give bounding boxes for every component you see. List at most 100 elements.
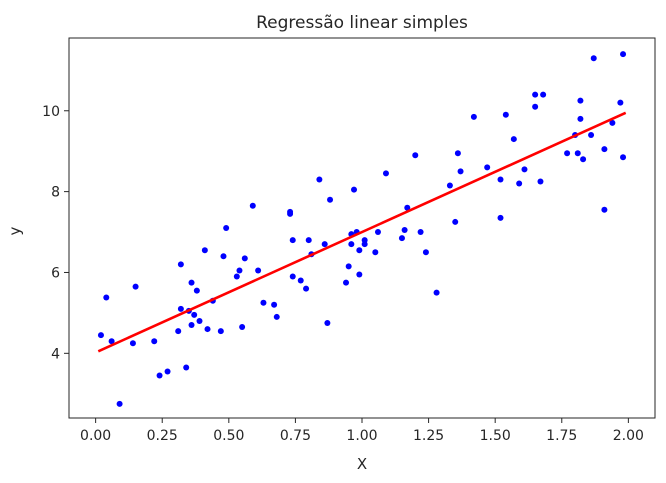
data-point (287, 208, 294, 215)
data-point (297, 277, 304, 284)
data-point (497, 214, 504, 221)
x-tick-label: 1.75 (546, 428, 577, 444)
data-point (502, 111, 509, 118)
x-tick-label: 0.50 (213, 428, 244, 444)
data-point (398, 235, 405, 242)
data-point (497, 176, 504, 183)
data-point (249, 202, 256, 209)
x-tick-label: 2.00 (613, 428, 644, 444)
data-point (382, 170, 389, 177)
data-point (356, 271, 363, 278)
data-point (164, 368, 171, 375)
chart-title: Regressão linear simples (256, 13, 468, 33)
data-point (620, 154, 627, 161)
data-point (116, 400, 123, 407)
data-point (132, 283, 139, 290)
data-point (577, 97, 584, 104)
data-point (108, 338, 115, 345)
data-point (193, 287, 200, 294)
data-point (540, 91, 547, 98)
data-point (273, 313, 280, 320)
data-point (289, 237, 296, 244)
data-point (356, 247, 363, 254)
y-tick-label: 10 (42, 104, 60, 120)
data-point (97, 332, 104, 339)
data-point (191, 311, 198, 318)
data-point (241, 255, 248, 262)
data-point (620, 51, 627, 58)
data-point (345, 263, 352, 270)
data-point (580, 156, 587, 163)
x-tick-label: 1.50 (480, 428, 511, 444)
data-point (324, 320, 331, 326)
x-tick-label: 1.00 (346, 428, 377, 444)
y-tick-label: 4 (51, 346, 60, 362)
data-point (537, 178, 544, 185)
x-tick-label: 1.25 (413, 428, 444, 444)
data-point (289, 273, 296, 280)
data-point (305, 237, 312, 244)
data-point (327, 196, 334, 203)
data-point (574, 150, 581, 157)
data-point (260, 299, 267, 306)
x-tick-label: 0.00 (80, 428, 111, 444)
data-point (233, 273, 240, 280)
data-point (103, 294, 110, 301)
data-point (617, 99, 624, 106)
data-point (601, 146, 608, 153)
data-point (177, 305, 184, 312)
data-point (316, 176, 323, 183)
data-point (422, 249, 429, 256)
data-point (271, 301, 278, 308)
data-point (374, 229, 381, 236)
y-tick-label: 8 (51, 185, 60, 201)
data-point (601, 206, 608, 213)
data-point (236, 267, 243, 274)
data-point (412, 152, 419, 159)
plot-frame (68, 37, 656, 419)
data-point (372, 249, 379, 256)
regression-line (97, 111, 627, 353)
data-point (532, 103, 539, 110)
data-point (351, 186, 358, 193)
data-point (484, 164, 491, 171)
data-point (303, 285, 310, 292)
data-point (201, 247, 208, 254)
data-point (348, 241, 355, 248)
data-point (196, 317, 203, 324)
data-point (404, 204, 411, 211)
data-point (417, 229, 424, 236)
data-point (516, 180, 523, 187)
data-point (204, 326, 211, 333)
data-point (156, 372, 163, 379)
data-point (401, 227, 408, 234)
data-point (470, 113, 477, 120)
data-point (343, 279, 350, 286)
data-point (532, 91, 539, 98)
data-point (151, 338, 158, 345)
y-axis-label: y (6, 226, 24, 235)
x-axis-label: X (357, 455, 367, 473)
x-tick-label: 0.25 (147, 428, 178, 444)
data-point (609, 119, 616, 126)
axes: 0.00 0.25 0.50 0.75 1.00 1.25 1.50 1.75 2.00 4 6 8 1… (42, 37, 656, 444)
data-point (454, 150, 461, 157)
data-point (183, 364, 190, 371)
data-point (446, 182, 453, 189)
data-point (220, 253, 227, 260)
data-point (361, 237, 368, 244)
data-point (175, 328, 182, 335)
data-point (188, 322, 195, 329)
data-point (217, 328, 224, 335)
data-point (239, 324, 246, 331)
data-point (433, 289, 440, 296)
data-point (188, 279, 195, 286)
x-tick-label: 0.75 (280, 428, 311, 444)
data-point (321, 241, 328, 248)
y-tick-label: 6 (51, 265, 60, 281)
data-point (452, 218, 459, 225)
data-point (521, 166, 528, 173)
data-point (223, 225, 230, 231)
data-point (177, 261, 184, 268)
